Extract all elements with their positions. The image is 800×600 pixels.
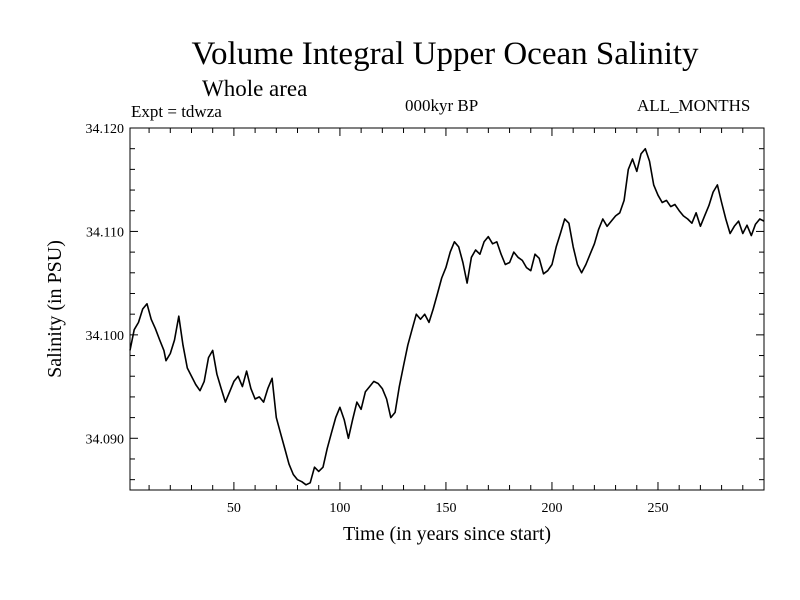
chart-title: Volume Integral Upper Ocean Salinity [191, 36, 699, 72]
x-tick-label: 250 [647, 501, 668, 516]
tick-labels: 50 100 150 200 250 34.090 34.100 34.110 34.120 [86, 122, 669, 516]
series-line [129, 147, 765, 486]
x-tick-label: 150 [435, 501, 456, 516]
axis-ticks [130, 127, 765, 490]
y-axis-label: Salinity (in PSU) [44, 240, 66, 378]
y-tick-label: 34.110 [86, 225, 124, 240]
months-label: ALL_MONTHS [637, 96, 751, 115]
x-tick-label: 50 [227, 501, 241, 516]
plot-frame [129, 127, 765, 491]
x-tick-label: 100 [329, 501, 350, 516]
y-tick-label: 34.090 [86, 432, 125, 447]
x-axis-label: Time (in years since start) [343, 523, 551, 545]
chart-subtitle: Whole area [202, 76, 308, 101]
x-tick-label: 200 [541, 501, 562, 516]
y-tick-label: 34.120 [86, 122, 125, 137]
experiment-label: Expt = tdwza [131, 102, 222, 121]
y-tick-label: 34.100 [86, 329, 125, 344]
period-label: 000kyr BP [405, 96, 479, 115]
